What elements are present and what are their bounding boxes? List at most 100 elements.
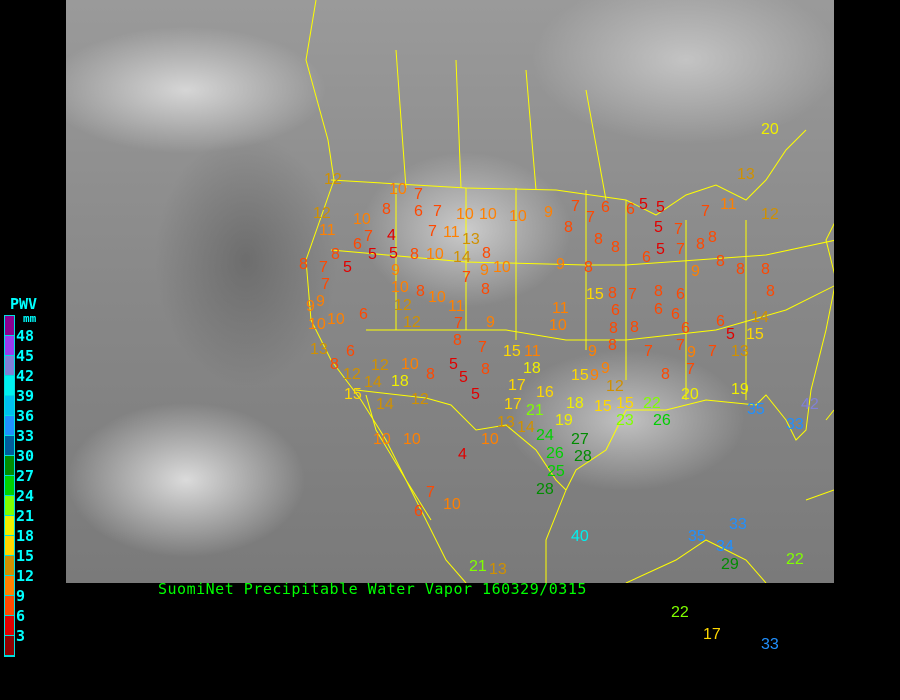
legend-swatch <box>5 536 14 556</box>
west-coast <box>305 0 467 583</box>
legend-label: 30 <box>16 447 35 465</box>
station-pwv-value: 7 <box>428 223 437 240</box>
station-pwv-value: 9 <box>480 262 489 279</box>
station-pwv-value: 8 <box>696 236 705 253</box>
legend-swatch <box>5 596 14 616</box>
legend-label: 42 <box>16 367 35 385</box>
station-pwv-value: 11 <box>720 196 737 213</box>
station-pwv-value: 13 <box>462 231 480 248</box>
station-pwv-value: 8 <box>630 319 639 336</box>
station-pwv-value: 20 <box>681 386 699 403</box>
station-pwv-value: 15 <box>571 367 589 384</box>
station-pwv-value: 4 <box>458 446 467 463</box>
map-caption: SuomiNet Precipitable Water Vapor 160329… <box>158 580 587 598</box>
station-pwv-value: 29 <box>721 556 739 573</box>
station-pwv-value: 6 <box>671 306 680 323</box>
station-pwv-value: 15 <box>616 395 634 412</box>
station-pwv-value: 15 <box>586 286 604 303</box>
station-pwv-value: 42 <box>801 396 819 413</box>
station-pwv-value: 5 <box>449 356 458 373</box>
station-pwv-value: 5 <box>639 196 648 213</box>
us-mexico-border <box>355 389 567 491</box>
station-pwv-value: 21 <box>526 402 544 419</box>
station-pwv-value: 11 <box>443 224 460 241</box>
station-pwv-value: 8 <box>609 320 618 337</box>
station-pwv-value: 10 <box>353 211 371 228</box>
station-pwv-value: 10 <box>403 431 421 448</box>
legend-unit: mm <box>23 312 37 325</box>
station-pwv-value: 12 <box>606 378 624 395</box>
station-pwv-value: 8 <box>330 356 339 373</box>
station-pwv-value: 10 <box>479 206 497 223</box>
station-pwv-value: 7 <box>686 361 695 378</box>
station-pwv-value: 27 <box>571 431 589 448</box>
station-pwv-value: 8 <box>608 337 617 354</box>
legend-swatch <box>5 496 14 516</box>
station-pwv-value: 8 <box>426 366 435 383</box>
station-pwv-value: 5 <box>471 386 480 403</box>
station-pwv-value: 35 <box>747 401 765 418</box>
legend-swatch <box>5 376 14 396</box>
station-pwv-value: 18 <box>391 373 409 390</box>
station-pwv-value: 6 <box>611 302 620 319</box>
station-pwv-value: 8 <box>584 259 593 276</box>
station-pwv-value: 12 <box>324 171 342 188</box>
station-pwv-value: 8 <box>736 261 745 278</box>
station-pwv-value: 5 <box>343 259 352 276</box>
station-pwv-value: 7 <box>433 203 442 220</box>
legend-label: 27 <box>16 467 35 485</box>
station-pwv-value: 20 <box>761 121 779 138</box>
station-pwv-value: 6 <box>654 301 663 318</box>
station-pwv-value: 34 <box>716 538 734 555</box>
station-pwv-value: 8 <box>331 246 340 263</box>
canada-provinces <box>395 49 607 201</box>
station-pwv-value: 22 <box>786 551 804 568</box>
station-pwv-value: 11 <box>448 298 465 315</box>
yucatan <box>625 409 834 583</box>
legend-label: 45 <box>16 347 35 365</box>
station-pwv-value: 28 <box>574 448 592 465</box>
station-pwv-value: 17 <box>508 377 526 394</box>
station-pwv-value: 7 <box>414 186 423 203</box>
station-pwv-value: 10 <box>493 259 511 276</box>
station-pwv-value: 5 <box>656 199 665 216</box>
baja <box>365 394 432 521</box>
station-pwv-value: 6 <box>716 313 725 330</box>
station-pwv-value: 8 <box>410 246 419 263</box>
station-pwv-value: 10 <box>308 316 326 333</box>
legend-swatch <box>5 556 14 576</box>
station-pwv-value: 6 <box>346 343 355 360</box>
station-pwv-value: 8 <box>716 253 725 270</box>
station-pwv-value: 9 <box>691 263 700 280</box>
station-pwv-value: 8 <box>299 256 308 273</box>
legend-swatch <box>5 616 14 636</box>
station-pwv-value: 26 <box>546 445 564 462</box>
station-pwv-value: 7 <box>676 337 685 354</box>
station-pwv-value: 18 <box>566 395 584 412</box>
station-pwv-value: 23 <box>616 412 634 429</box>
station-pwv-value: 10 <box>373 431 391 448</box>
legend-swatch <box>5 336 14 356</box>
legend-label: 33 <box>16 427 35 445</box>
legend-label: 18 <box>16 527 35 545</box>
station-pwv-value: 6 <box>642 249 651 266</box>
station-pwv-value: 26 <box>653 412 671 429</box>
station-pwv-value: 7 <box>364 228 373 245</box>
station-pwv-value: 15 <box>503 343 521 360</box>
station-pwv-value: 12 <box>403 314 421 331</box>
legend-swatch <box>5 416 14 436</box>
station-pwv-value: 7 <box>644 343 653 360</box>
station-pwv-value: 13 <box>731 343 749 360</box>
station-pwv-value: 8 <box>482 245 491 262</box>
station-pwv-value: 6 <box>601 199 610 216</box>
station-pwv-value: 15 <box>746 326 764 343</box>
station-pwv-value: 5 <box>656 241 665 258</box>
legend-swatch <box>5 476 14 496</box>
station-pwv-value: 10 <box>389 181 407 198</box>
station-pwv-value: 8 <box>481 281 490 298</box>
legend-swatch <box>5 436 14 456</box>
legend-label: 39 <box>16 387 35 405</box>
legend-swatch <box>5 576 14 596</box>
station-pwv-value: 11 <box>319 222 336 239</box>
station-pwv-value: 11 <box>524 343 541 360</box>
